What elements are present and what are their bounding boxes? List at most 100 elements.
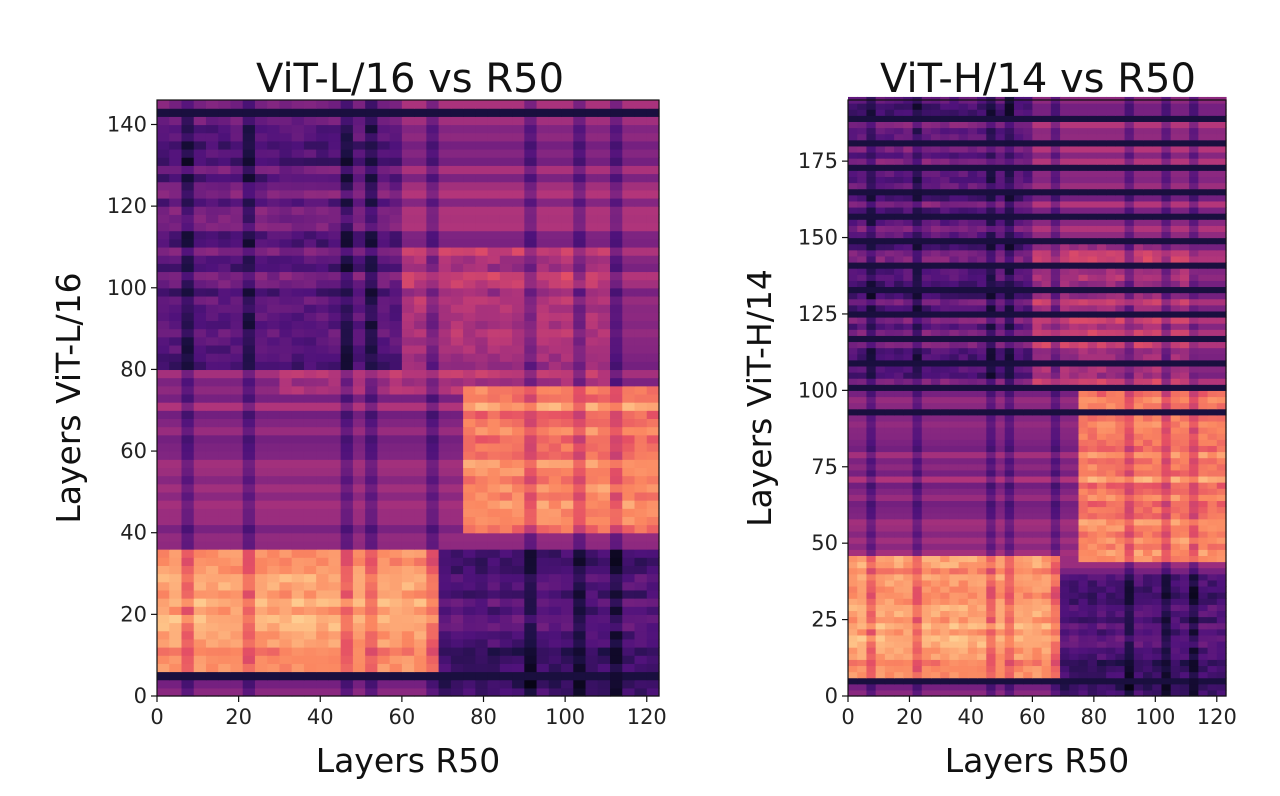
- heatmap-cell: [438, 573, 452, 583]
- heatmap-cell: [1060, 469, 1070, 477]
- heatmap-cell: [1023, 512, 1033, 520]
- heatmap-cell: [1060, 408, 1070, 416]
- heatmap-cell: [291, 606, 305, 615]
- heatmap-cell: [921, 445, 932, 453]
- heatmap-cell: [958, 457, 969, 465]
- heatmap-cell: [903, 488, 914, 495]
- heatmap-cell: [193, 508, 207, 517]
- heatmap-cell: [995, 616, 1006, 624]
- heatmap-cell: [940, 457, 951, 465]
- heatmap-cell: [1023, 506, 1033, 514]
- heatmap-cell: [230, 442, 244, 452]
- heatmap-cell: [930, 647, 941, 654]
- heatmap-cell: [1023, 549, 1033, 556]
- heatmap-cell: [512, 295, 525, 305]
- heatmap-cell: [426, 148, 440, 158]
- heatmap-cell: [267, 663, 281, 673]
- heatmap-cell: [958, 659, 969, 667]
- heatmap-cell: [1096, 457, 1107, 465]
- heatmap-cell: [1096, 647, 1107, 654]
- heatmap-cell: [279, 230, 293, 240]
- heatmap-cell: [267, 385, 281, 395]
- heatmap-cell: [1179, 616, 1190, 624]
- heatmap-cell: [866, 451, 877, 459]
- heatmap-cell: [585, 206, 599, 215]
- heatmap-cell: [1050, 659, 1061, 667]
- heatmap-cell: [875, 420, 886, 428]
- heatmap-cell: [267, 295, 281, 305]
- heatmap-cell: [193, 295, 207, 305]
- heatmap-cell: [205, 304, 219, 313]
- heatmap-cell: [1087, 610, 1098, 618]
- heatmap-cell: [857, 628, 868, 636]
- heatmap-cell: [1179, 414, 1190, 422]
- heatmap-cell: [967, 500, 978, 508]
- heatmap-cell: [940, 592, 951, 599]
- heatmap-cell: [401, 687, 415, 697]
- heatmap-cell: [193, 197, 207, 207]
- heatmap-cell: [426, 279, 440, 289]
- heatmap-cell: [279, 132, 293, 142]
- heatmap-cell: [389, 663, 403, 673]
- heatmap-cell: [866, 677, 877, 685]
- heatmap-cell: [193, 630, 207, 640]
- heatmap-cell: [242, 565, 256, 575]
- heatmap-cell: [884, 549, 895, 556]
- heatmap-cell: [352, 467, 366, 477]
- heatmap-cell: [1069, 561, 1080, 569]
- heatmap-cell: [328, 614, 342, 624]
- heatmap-cell: [894, 555, 904, 563]
- heatmap-cell: [857, 408, 868, 416]
- heatmap-cell: [157, 206, 170, 215]
- heatmap-cell: [438, 557, 452, 566]
- heatmap-cell: [450, 655, 464, 664]
- heatmap-cell: [414, 385, 427, 395]
- heatmap-cell: [848, 689, 858, 697]
- heatmap-cell: [401, 100, 415, 109]
- heatmap-cell: [157, 124, 170, 134]
- heatmap-cell: [1198, 506, 1209, 514]
- heatmap-cell: [866, 530, 877, 538]
- heatmap-cell: [1060, 628, 1070, 636]
- heatmap-cell: [242, 230, 256, 240]
- heatmap-cell: [1198, 567, 1209, 575]
- heatmap-cell: [463, 589, 476, 599]
- heatmap-cell: [1004, 414, 1015, 422]
- heatmap-cell: [1096, 500, 1107, 508]
- heatmap-cell: [328, 173, 342, 183]
- heatmap-cell: [1161, 555, 1172, 563]
- heatmap-cell: [1050, 543, 1061, 550]
- heatmap-cell: [1096, 561, 1107, 569]
- heatmap-cell: [475, 197, 489, 207]
- heatmap-cell: [401, 483, 415, 493]
- heatmap-cell: [536, 630, 550, 640]
- heatmap-cell: [181, 255, 195, 264]
- heatmap-cell: [1207, 408, 1218, 416]
- heatmap-cell: [169, 467, 183, 477]
- heatmap-cell: [622, 369, 636, 379]
- heatmap-cell: [646, 508, 660, 517]
- heatmap-cell: [389, 459, 403, 468]
- heatmap-cell: [1161, 634, 1172, 642]
- heatmap-cell: [1050, 598, 1061, 605]
- heatmap-cell: [1143, 506, 1153, 514]
- heatmap-cell: [389, 336, 403, 346]
- heatmap-cell: [875, 555, 886, 563]
- heatmap-cell: [940, 433, 951, 440]
- heatmap-cell: [279, 630, 293, 640]
- heatmap-cell: [995, 463, 1006, 471]
- heatmap-cell: [487, 663, 501, 673]
- heatmap-cell: [328, 589, 342, 599]
- heatmap-cell: [487, 108, 501, 117]
- heatmap-cell: [303, 540, 317, 550]
- heatmap-cell: [1198, 420, 1209, 428]
- heatmap-cell: [377, 377, 391, 387]
- heatmap-cell: [169, 385, 183, 395]
- heatmap-cell: [573, 524, 587, 534]
- heatmap-cell: [193, 336, 207, 346]
- heatmap-cell: [903, 653, 914, 660]
- heatmap-cell: [573, 148, 587, 158]
- heatmap-cell: [267, 581, 281, 591]
- heatmap-cell: [573, 100, 587, 109]
- heatmap-cell: [352, 565, 366, 575]
